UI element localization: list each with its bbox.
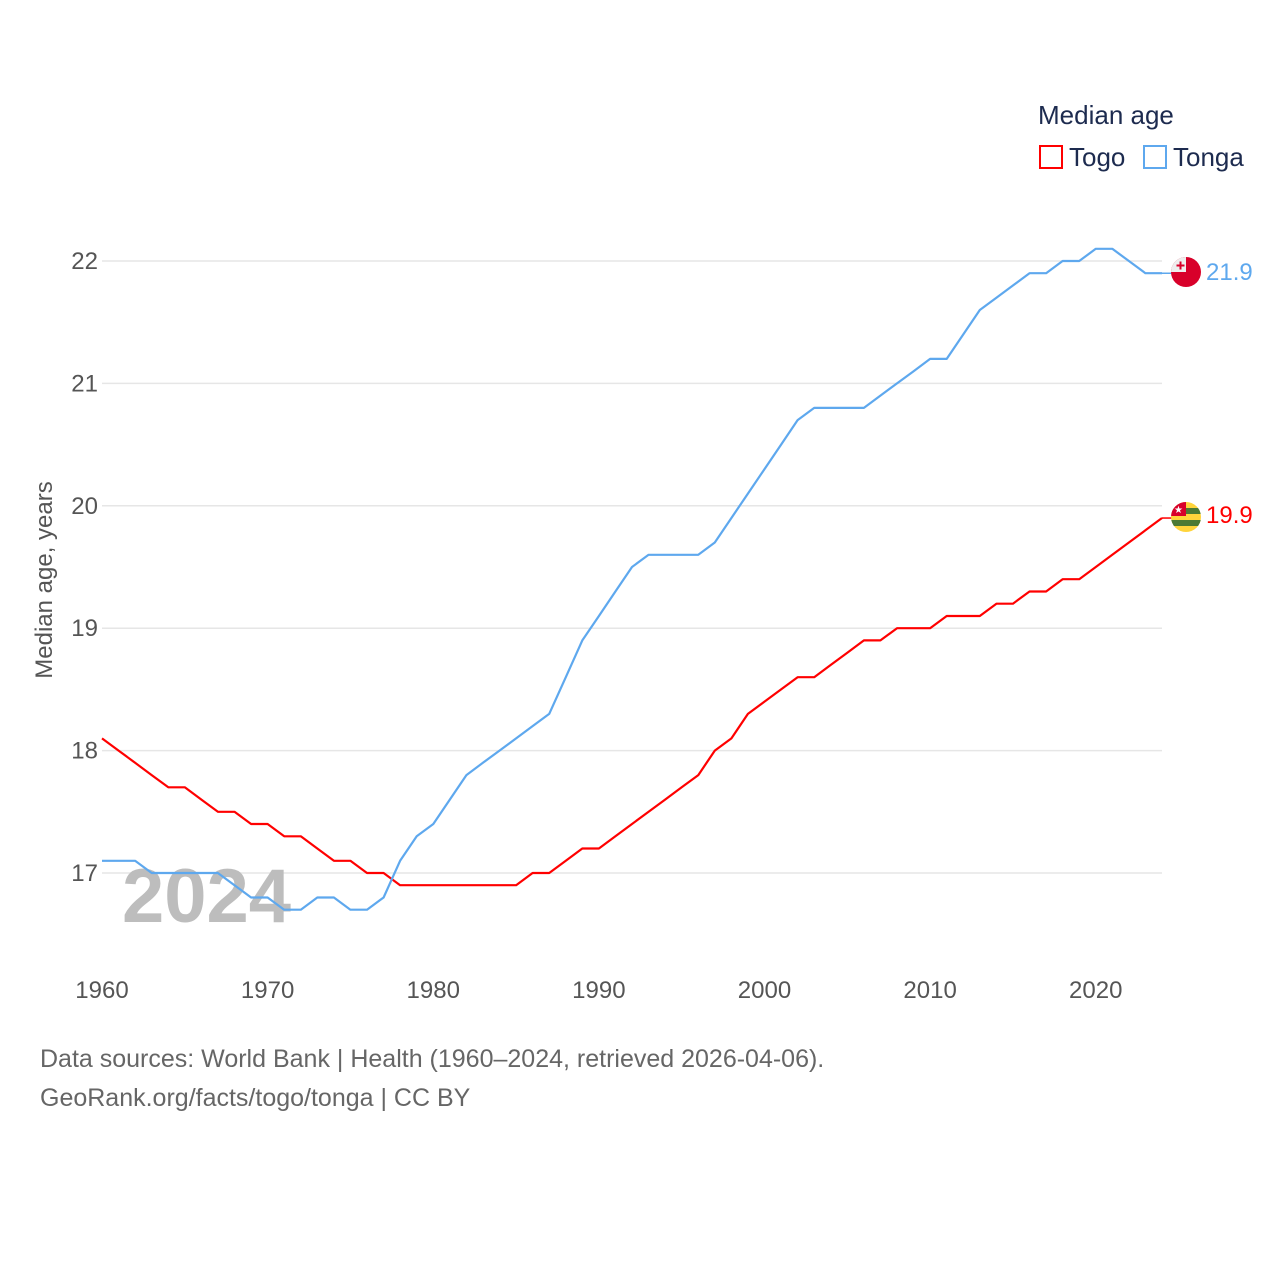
series-line-togo (101, 517, 1163, 887)
legend-title: Median age (1038, 100, 1174, 130)
legend-label-togo: Togo (1069, 142, 1125, 172)
source-note: Data sources: World Bank | Health (1960–… (40, 1045, 825, 1073)
x-tick-label: 1980 (407, 977, 460, 1004)
y-tick-label: 18 (71, 738, 98, 765)
y-tick-label: 21 (71, 370, 98, 397)
y-tick-label: 17 (71, 860, 98, 887)
legend-swatch-togo (1039, 145, 1063, 169)
legend-swatch-tonga (1143, 145, 1167, 169)
togo-flag-icon: ★ (1171, 502, 1201, 532)
x-tick-label: 1970 (241, 977, 294, 1004)
legend-item-tonga[interactable]: Tonga (1143, 142, 1244, 172)
togo-end-label: 19.9 (1206, 502, 1253, 529)
y-tick-label: 19 (71, 615, 98, 642)
svg-text:★: ★ (1174, 505, 1183, 516)
series-line-tonga (102, 247, 1162, 911)
x-tick-label: 2020 (1069, 977, 1122, 1004)
x-tick-label: 1990 (572, 977, 625, 1004)
y-axis-label: Median age, years (31, 481, 58, 678)
x-tick-label: 2010 (903, 977, 956, 1004)
y-tick-label: 20 (71, 493, 98, 520)
x-tick-label: 2000 (738, 977, 791, 1004)
legend-label-tonga: Tonga (1173, 142, 1244, 172)
legend-item-togo[interactable]: Togo (1039, 142, 1125, 172)
x-tick-label: 1960 (75, 977, 128, 1004)
tonga-flag-icon (1171, 257, 1201, 287)
tonga-end-label: 21.9 (1206, 259, 1253, 286)
y-tick-label: 22 (71, 248, 98, 275)
source-link[interactable]: GeoRank.org/facts/togo/tonga | CC BY (40, 1084, 471, 1112)
